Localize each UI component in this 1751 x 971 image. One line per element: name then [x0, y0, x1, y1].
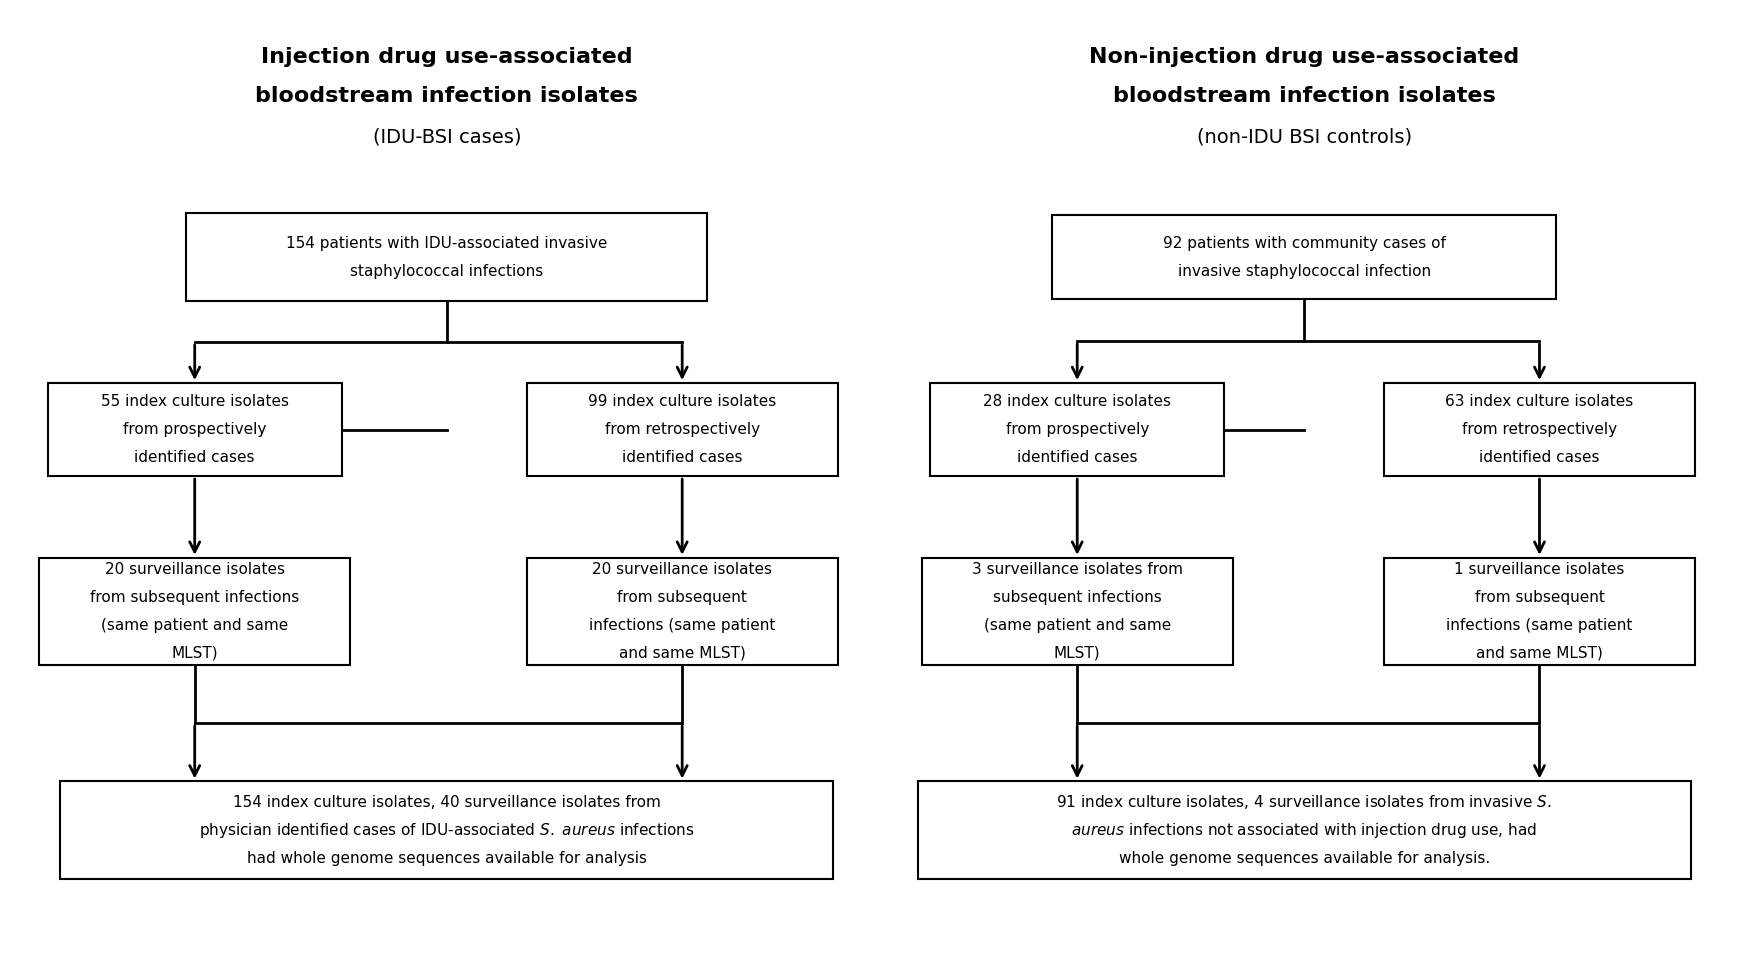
Text: MLST): MLST) [172, 646, 219, 661]
Text: 20 surveillance isolates: 20 surveillance isolates [592, 562, 772, 577]
FancyBboxPatch shape [918, 782, 1691, 880]
Text: (same patient and same: (same patient and same [102, 618, 289, 633]
Text: 63 index culture isolates: 63 index culture isolates [1445, 394, 1634, 409]
FancyBboxPatch shape [1383, 557, 1695, 665]
Text: from retrospectively: from retrospectively [1462, 422, 1616, 437]
Text: 91 index culture isolates, 4 surveillance isolates from invasive $\it{S.}$: 91 index culture isolates, 4 surveillanc… [1056, 793, 1551, 812]
Text: identified cases: identified cases [1480, 450, 1600, 465]
Text: from subsequent: from subsequent [618, 589, 748, 605]
Text: bloodstream infection isolates: bloodstream infection isolates [256, 85, 637, 106]
Text: identified cases: identified cases [1017, 450, 1138, 465]
Text: (IDU-BSI cases): (IDU-BSI cases) [373, 127, 522, 147]
Text: (same patient and same: (same patient and same [984, 618, 1171, 633]
Text: 1 surveillance isolates: 1 surveillance isolates [1455, 562, 1625, 577]
FancyBboxPatch shape [930, 383, 1224, 476]
Text: from subsequent: from subsequent [1474, 589, 1604, 605]
Text: Injection drug use-associated: Injection drug use-associated [261, 47, 632, 67]
FancyBboxPatch shape [39, 557, 350, 665]
Text: 92 patients with community cases of: 92 patients with community cases of [1163, 236, 1446, 251]
FancyBboxPatch shape [527, 557, 837, 665]
Text: Non-injection drug use-associated: Non-injection drug use-associated [1089, 47, 1520, 67]
Text: whole genome sequences available for analysis.: whole genome sequences available for ana… [1119, 851, 1490, 866]
Text: 20 surveillance isolates: 20 surveillance isolates [105, 562, 285, 577]
Text: subsequent infections: subsequent infections [993, 589, 1161, 605]
Text: staphylococcal infections: staphylococcal infections [350, 263, 543, 279]
FancyBboxPatch shape [921, 557, 1233, 665]
Text: 55 index culture isolates: 55 index culture isolates [102, 394, 289, 409]
Text: from subsequent infections: from subsequent infections [89, 589, 299, 605]
FancyBboxPatch shape [186, 213, 707, 301]
Text: MLST): MLST) [1054, 646, 1101, 661]
FancyBboxPatch shape [60, 782, 833, 880]
Text: infections (same patient: infections (same patient [1446, 618, 1632, 633]
Text: identified cases: identified cases [622, 450, 742, 465]
FancyBboxPatch shape [1383, 383, 1695, 476]
Text: invasive staphylococcal infection: invasive staphylococcal infection [1178, 263, 1431, 279]
Text: from prospectively: from prospectively [123, 422, 266, 437]
Text: $\it{aureus}$ infections not associated with injection drug use, had: $\it{aureus}$ infections not associated … [1072, 820, 1537, 840]
Text: 28 index culture isolates: 28 index culture isolates [984, 394, 1171, 409]
FancyBboxPatch shape [1052, 216, 1557, 299]
Text: (non-IDU BSI controls): (non-IDU BSI controls) [1196, 127, 1411, 147]
Text: identified cases: identified cases [135, 450, 256, 465]
Text: physician identified cases of IDU-associated $\it{S.\ aureus}$ infections: physician identified cases of IDU-associ… [200, 820, 695, 840]
Text: infections (same patient: infections (same patient [588, 618, 776, 633]
Text: 3 surveillance isolates from: 3 surveillance isolates from [972, 562, 1182, 577]
Text: from retrospectively: from retrospectively [604, 422, 760, 437]
Text: bloodstream infection isolates: bloodstream infection isolates [1114, 85, 1495, 106]
Text: and same MLST): and same MLST) [1476, 646, 1602, 661]
FancyBboxPatch shape [527, 383, 837, 476]
Text: 154 index culture isolates, 40 surveillance isolates from: 154 index culture isolates, 40 surveilla… [233, 795, 660, 810]
Text: had whole genome sequences available for analysis: had whole genome sequences available for… [247, 851, 646, 866]
FancyBboxPatch shape [47, 383, 341, 476]
Text: from prospectively: from prospectively [1005, 422, 1149, 437]
Text: 154 patients with IDU-associated invasive: 154 patients with IDU-associated invasiv… [285, 236, 608, 251]
Text: and same MLST): and same MLST) [618, 646, 746, 661]
Text: 99 index culture isolates: 99 index culture isolates [588, 394, 776, 409]
